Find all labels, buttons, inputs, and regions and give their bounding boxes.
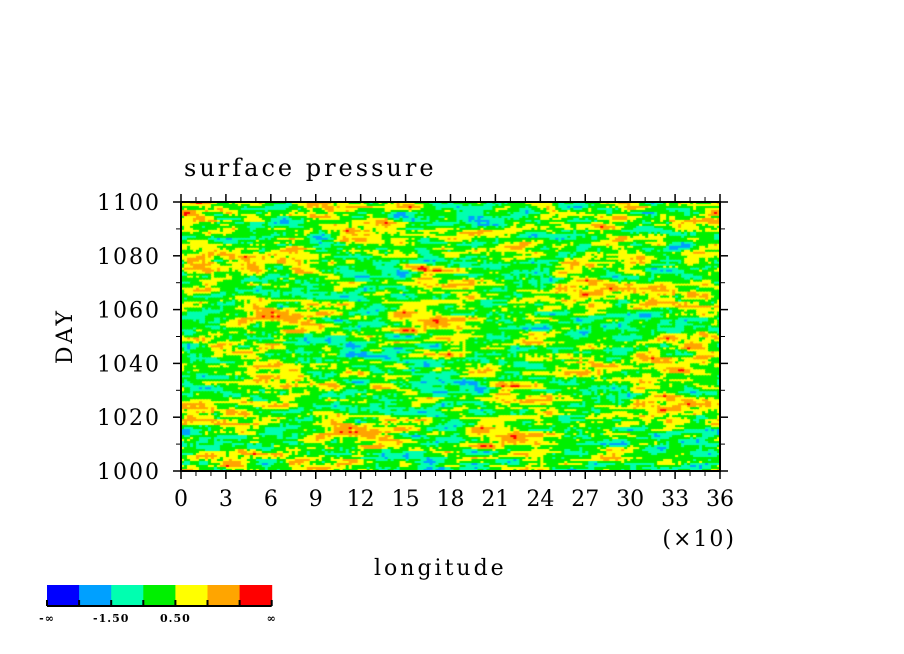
colorbar-label: ∞ [267, 612, 277, 625]
x-tick-label: 9 [309, 487, 323, 512]
x-tick-label: 6 [264, 487, 278, 512]
x-tick-label: 15 [392, 487, 420, 512]
colorbar-label: -1.50 [93, 612, 129, 625]
chart-title: surface pressure [184, 154, 437, 182]
pressure-field-heatmap [181, 202, 720, 471]
x-tick-label: 30 [616, 487, 644, 512]
x-tick-label: 0 [174, 487, 188, 512]
plot-frame [180, 201, 721, 472]
colorbar-swatch [175, 585, 208, 606]
x-tick-label: 18 [437, 487, 465, 512]
x-scale-note: (×10) [662, 527, 736, 552]
colorbar-swatch [143, 585, 176, 606]
y-tick-label: 1040 [97, 352, 161, 377]
y-tick-label: 1000 [97, 460, 161, 485]
x-tick-label: 27 [571, 487, 599, 512]
y-axis-label: DAY [53, 308, 78, 364]
x-tick-label: 3 [219, 487, 233, 512]
colorbar-swatch [111, 585, 144, 606]
colorbar-swatch [207, 585, 241, 606]
y-tick-label: 1060 [97, 299, 161, 324]
x-tick-label: 12 [347, 487, 375, 512]
y-tick-label: 1080 [97, 245, 161, 270]
x-tick-label: 33 [661, 487, 689, 512]
y-tick-label: 1100 [97, 191, 161, 216]
colorbar-swatch [79, 585, 112, 606]
x-axis-label: longitude [374, 556, 507, 581]
colorbar-label: -∞ [39, 612, 55, 625]
x-tick-label: 36 [706, 487, 734, 512]
x-tick-label: 21 [481, 487, 509, 512]
x-tick-label: 24 [526, 487, 554, 512]
colorbar-swatch [239, 585, 273, 606]
y-tick-label: 1020 [97, 406, 161, 431]
colorbar-swatch [47, 585, 80, 606]
colorbar-label: 0.50 [160, 612, 191, 625]
